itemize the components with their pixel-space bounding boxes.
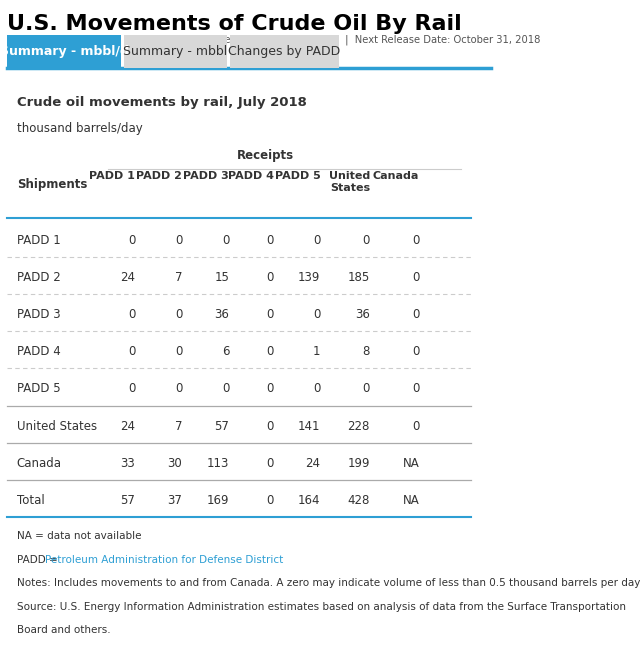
Text: Receipts: Receipts [236,149,294,162]
Text: 0: 0 [412,420,419,432]
Text: 7: 7 [175,271,182,284]
Text: 24: 24 [120,271,135,284]
Text: PADD 3: PADD 3 [184,171,229,181]
Text: 185: 185 [348,271,370,284]
Text: 0: 0 [412,308,419,321]
Text: 0: 0 [412,234,419,246]
Text: PADD 2: PADD 2 [17,271,61,284]
Text: 8: 8 [362,346,370,358]
Text: 0: 0 [266,308,274,321]
Text: PADD 2: PADD 2 [136,171,182,181]
Text: 0: 0 [128,308,135,321]
Text: Source: U.S. Energy Information Administration estimates based on analysis of da: Source: U.S. Energy Information Administ… [17,602,626,612]
Text: 0: 0 [266,457,274,469]
Text: 57: 57 [214,420,229,432]
Bar [124,35,227,68]
Text: 0: 0 [128,383,135,395]
Text: 0: 0 [313,308,321,321]
Text: 199: 199 [348,457,370,469]
Text: 228: 228 [348,420,370,432]
Bar [230,35,339,68]
Text: 0: 0 [222,234,229,246]
Text: Shipments: Shipments [17,178,87,191]
Text: 1: 1 [313,346,321,358]
Text: PADD 1: PADD 1 [90,171,135,181]
Text: 0: 0 [266,234,274,246]
Text: 0: 0 [266,420,274,432]
Text: 0: 0 [412,383,419,395]
Text: 7: 7 [175,420,182,432]
Text: Crude oil movements by rail, July 2018: Crude oil movements by rail, July 2018 [17,96,307,109]
Text: 0: 0 [313,383,321,395]
Text: 141: 141 [298,420,321,432]
Text: 24: 24 [120,420,135,432]
Text: PADD 3: PADD 3 [17,308,60,321]
Text: 0: 0 [222,383,229,395]
Text: 36: 36 [214,308,229,321]
Text: Summary - mbbl: Summary - mbbl [124,45,228,58]
Text: Changes by PADD: Changes by PADD [228,45,340,58]
Text: 0: 0 [175,346,182,358]
Text: Petroleum Administration for Defense District: Petroleum Administration for Defense Dis… [45,555,284,565]
Text: PADD 4: PADD 4 [17,346,61,358]
Text: PADD 4: PADD 4 [228,171,274,181]
Text: Board and others.: Board and others. [17,625,110,635]
Text: NA = data not available: NA = data not available [17,531,141,541]
Text: 113: 113 [207,457,229,469]
Text: 0: 0 [175,308,182,321]
Text: Summary - mbbl/d: Summary - mbbl/d [0,45,129,58]
Text: 36: 36 [355,308,370,321]
Text: Total: Total [17,494,45,507]
Text: Canada: Canada [17,457,61,469]
Text: PADD 5: PADD 5 [275,171,321,181]
Text: 0: 0 [266,494,274,507]
Text: thousand barrels/day: thousand barrels/day [17,122,143,135]
Text: 0: 0 [266,346,274,358]
Text: With Data through July 2018  |  Release Date: September 28, 2018  |  Next Releas: With Data through July 2018 | Release Da… [7,35,540,45]
Text: 0: 0 [175,234,182,246]
Text: 0: 0 [412,271,419,284]
Text: 0: 0 [266,271,274,284]
Text: PADD 5: PADD 5 [17,383,60,395]
Text: NA: NA [403,494,419,507]
Text: 37: 37 [167,494,182,507]
Text: NA: NA [403,457,419,469]
Text: 6: 6 [221,346,229,358]
Text: 30: 30 [168,457,182,469]
Text: 0: 0 [128,234,135,246]
Text: 164: 164 [298,494,321,507]
Text: 0: 0 [412,346,419,358]
Text: United
States: United States [329,171,370,193]
Text: 0: 0 [313,234,321,246]
Text: 0: 0 [128,346,135,358]
Text: 24: 24 [305,457,321,469]
Bar [7,35,122,68]
Text: Canada: Canada [373,171,419,181]
Text: 15: 15 [214,271,229,284]
Text: Notes: Includes movements to and from Canada. A zero may indicate volume of less: Notes: Includes movements to and from Ca… [17,578,640,588]
Text: 169: 169 [207,494,229,507]
Text: 33: 33 [120,457,135,469]
Text: 0: 0 [362,234,370,246]
Text: United States: United States [17,420,97,432]
Text: PADD 1: PADD 1 [17,234,61,246]
Text: 0: 0 [362,383,370,395]
Text: 139: 139 [298,271,321,284]
Text: PADD =: PADD = [17,555,61,565]
Text: 428: 428 [348,494,370,507]
Text: 57: 57 [120,494,135,507]
Text: 0: 0 [175,383,182,395]
Text: 0: 0 [266,383,274,395]
Text: U.S. Movements of Crude Oil By Rail: U.S. Movements of Crude Oil By Rail [7,14,461,35]
